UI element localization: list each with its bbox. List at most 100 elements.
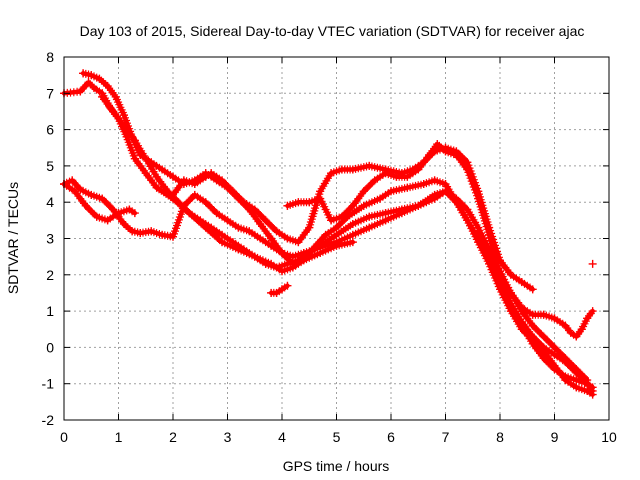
y-tick-labels: -2 -1 0 1 2 3 4 5 6 7 8 xyxy=(42,49,55,428)
data-point xyxy=(359,187,368,196)
data-point xyxy=(267,234,276,243)
data-point xyxy=(381,169,390,178)
data-point xyxy=(152,172,161,181)
data-point xyxy=(452,151,461,160)
data-point xyxy=(550,350,559,359)
data-point xyxy=(397,209,406,218)
y-tick-label: -1 xyxy=(42,376,55,392)
y-tick-label: 5 xyxy=(46,158,54,174)
data-point xyxy=(370,176,379,185)
data-point xyxy=(201,172,210,181)
data-point xyxy=(169,190,177,199)
data-point xyxy=(348,238,357,247)
data-point xyxy=(89,83,98,92)
series-track-h xyxy=(474,227,597,341)
data-point xyxy=(414,165,423,174)
data-point xyxy=(98,92,107,101)
x-tick-label: 6 xyxy=(387,429,395,445)
data-point xyxy=(316,194,325,203)
data-point xyxy=(130,136,139,145)
data-point xyxy=(109,205,118,214)
data-point xyxy=(179,176,188,185)
data-point xyxy=(506,288,515,297)
data-point xyxy=(365,161,374,170)
data-point xyxy=(337,165,346,174)
data-point xyxy=(141,154,150,163)
data-point xyxy=(403,183,412,192)
data-point xyxy=(528,339,537,348)
data-point xyxy=(327,169,336,178)
y-tick-label: 3 xyxy=(46,231,54,247)
y-tick-label: 4 xyxy=(46,194,54,210)
data-point xyxy=(125,205,134,214)
data-point xyxy=(207,169,216,178)
data-point xyxy=(550,343,559,352)
data-point xyxy=(179,201,188,210)
data-point xyxy=(245,227,254,236)
x-axis-label: GPS time / hours xyxy=(283,458,390,474)
data-point xyxy=(528,285,537,294)
data-point xyxy=(234,223,243,232)
data-point xyxy=(218,176,227,185)
data-point xyxy=(588,307,597,316)
y-tick-label: 8 xyxy=(46,49,54,65)
data-point xyxy=(517,321,526,330)
data-point xyxy=(239,245,248,254)
data-point xyxy=(403,172,412,181)
data-point xyxy=(169,172,177,181)
data-point xyxy=(381,209,390,218)
data-point xyxy=(365,223,374,232)
data-point xyxy=(261,259,270,268)
data-point xyxy=(207,223,216,232)
data-point xyxy=(152,183,161,192)
data-point xyxy=(196,216,205,225)
data-point xyxy=(517,278,526,287)
x-tick-label: 7 xyxy=(442,429,450,445)
data-point xyxy=(550,314,559,323)
data-point xyxy=(550,365,559,374)
data-point xyxy=(272,263,281,272)
data-point xyxy=(288,252,297,261)
data-point xyxy=(119,219,128,228)
data-point xyxy=(539,354,548,363)
data-point xyxy=(185,209,194,218)
data-point xyxy=(485,230,494,239)
data-point xyxy=(332,223,341,232)
data-point xyxy=(256,219,265,228)
x-tick-label: 10 xyxy=(601,429,617,445)
data-point xyxy=(136,229,145,238)
data-point xyxy=(528,321,537,330)
data-point xyxy=(87,71,96,80)
x-tick-label: 5 xyxy=(333,429,341,445)
data-point xyxy=(299,249,308,258)
data-point xyxy=(539,310,548,319)
data-point xyxy=(528,310,537,319)
data-point xyxy=(147,227,156,236)
data-point xyxy=(98,194,107,203)
data-point xyxy=(430,194,439,203)
x-tick-label: 9 xyxy=(551,429,559,445)
chart-title: Day 103 of 2015, Sidereal Day-to-day VTE… xyxy=(80,23,585,39)
data-point xyxy=(496,270,504,279)
data-point xyxy=(158,230,167,239)
data-point xyxy=(283,234,292,243)
data-point xyxy=(95,74,104,83)
data-point xyxy=(76,87,85,96)
data-point xyxy=(76,185,85,194)
data-point xyxy=(321,241,330,250)
data-point xyxy=(272,288,281,297)
data-point xyxy=(174,198,183,207)
data-point xyxy=(190,190,199,199)
data-point xyxy=(119,121,128,130)
data-point xyxy=(310,245,319,254)
data-point xyxy=(506,299,515,308)
data-point xyxy=(305,223,314,232)
data-point xyxy=(332,230,341,239)
data-point xyxy=(103,82,112,91)
data-point xyxy=(141,169,150,178)
data-point xyxy=(539,343,548,352)
data-point xyxy=(283,281,292,290)
data-point xyxy=(81,201,90,210)
data-point xyxy=(387,187,395,196)
data-point xyxy=(327,216,336,225)
